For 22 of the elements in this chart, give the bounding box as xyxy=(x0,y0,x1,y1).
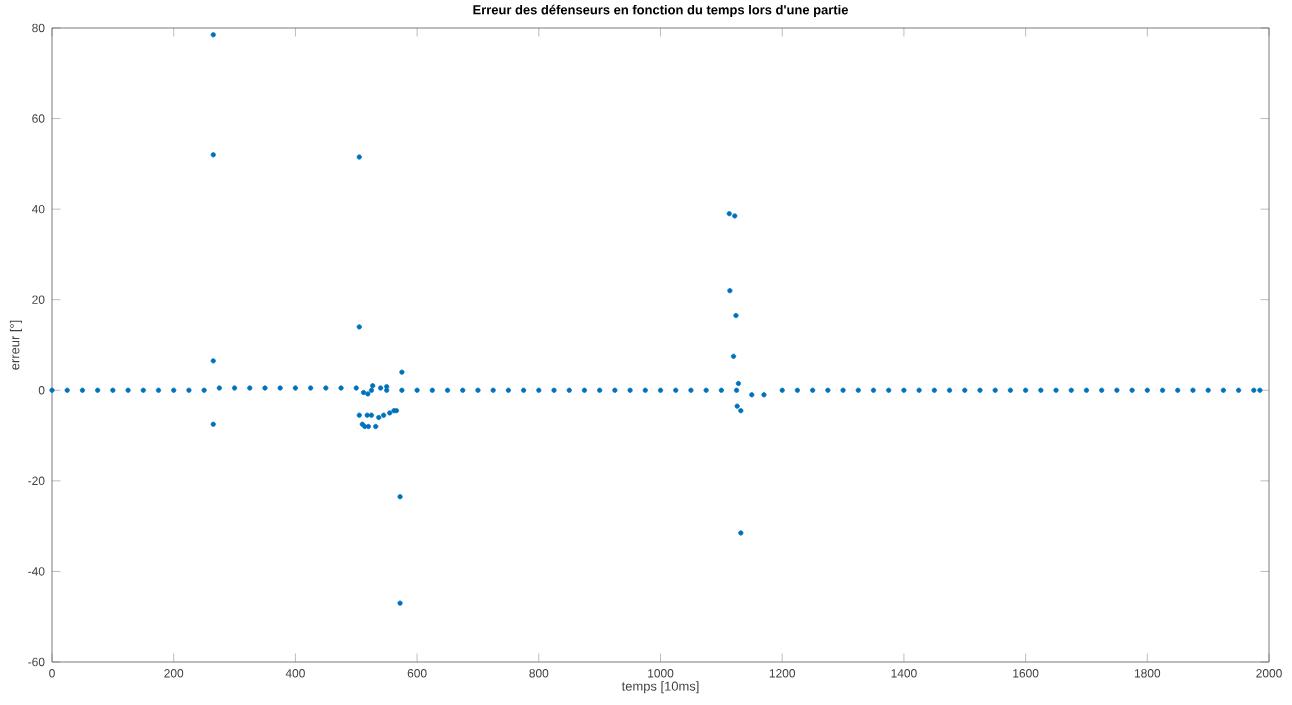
y-tick-label: 80 xyxy=(32,23,45,33)
x-tick-label: 1800 xyxy=(1134,669,1161,678)
x-tick-label: 400 xyxy=(285,669,305,678)
x-tick-label: 600 xyxy=(407,669,427,678)
x-tick-label: 1000 xyxy=(648,669,674,678)
chart-title: Erreur des défenseurs en fonction du temps lors d'une partie xyxy=(473,4,848,17)
x-tick-label: 1400 xyxy=(891,669,917,678)
y-tick-label: 60 xyxy=(32,114,45,123)
x-tick-label: 200 xyxy=(164,669,184,678)
y-tick-label: -20 xyxy=(28,476,45,486)
x-tick-label: 2000 xyxy=(1256,669,1282,678)
x-axis-title: temps [10ms] xyxy=(621,681,699,694)
x-tick-label: 1200 xyxy=(769,669,796,678)
y-tick-label: 0 xyxy=(38,386,45,395)
x-tick-label: 800 xyxy=(529,669,549,678)
y-tick-label: -40 xyxy=(28,567,45,576)
y-axis-title: erreur [°] xyxy=(9,320,22,370)
x-tick-label: 1600 xyxy=(1013,669,1039,678)
y-tick-label: 20 xyxy=(32,295,45,304)
y-tick-label: 40 xyxy=(31,204,45,214)
y-tick-label: -60 xyxy=(28,657,45,667)
x-tick-label: 0 xyxy=(49,669,55,678)
